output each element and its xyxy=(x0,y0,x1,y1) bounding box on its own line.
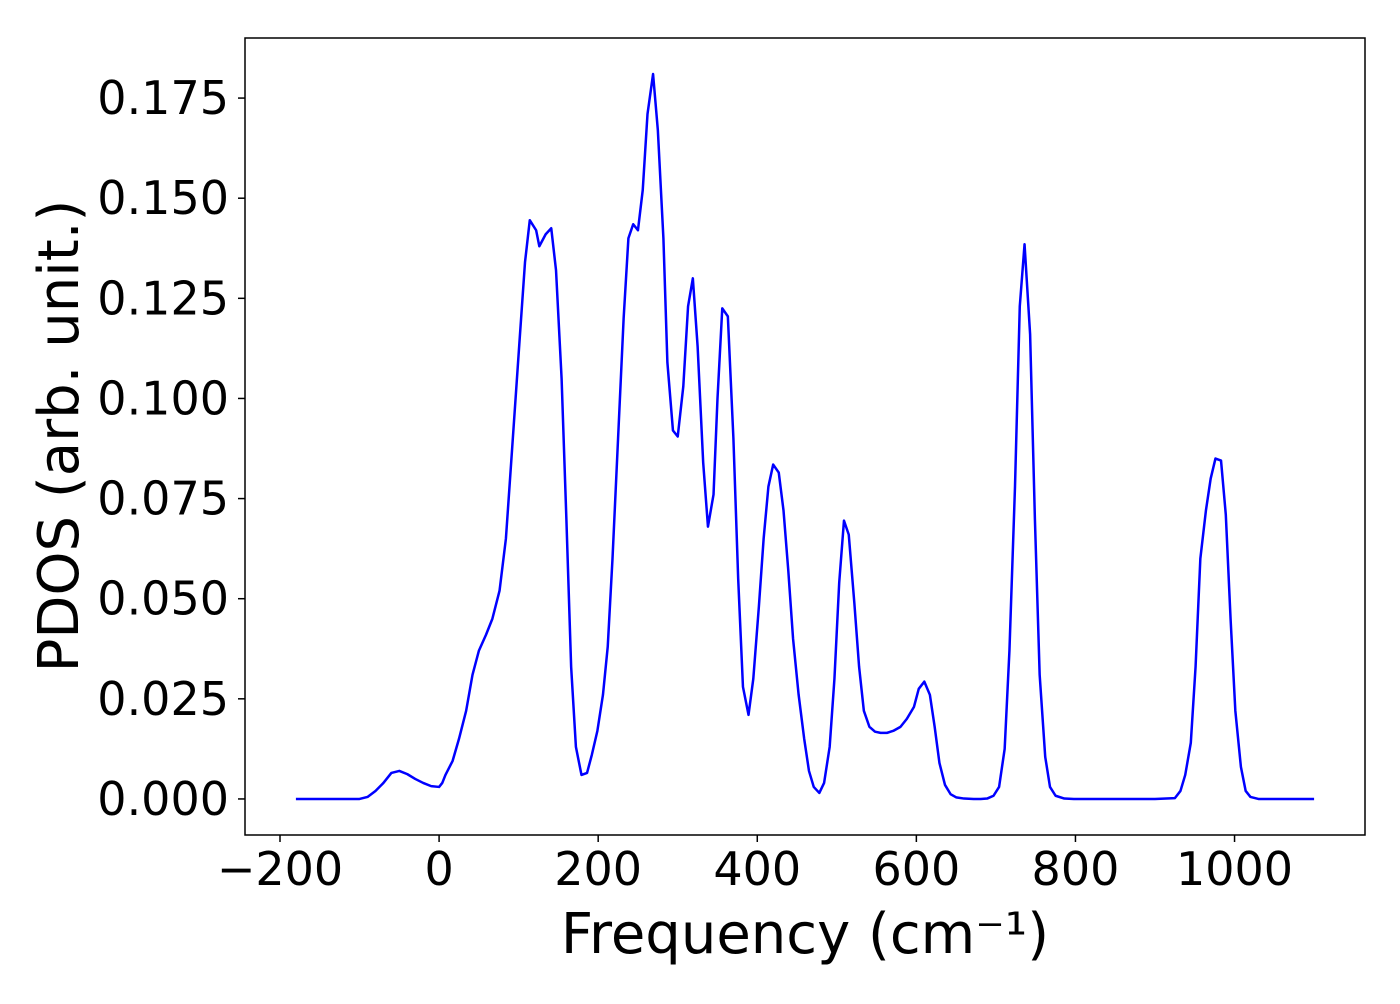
y-tick-label: 0.100 xyxy=(97,371,229,425)
y-tick-label: 0.025 xyxy=(97,672,229,726)
y-tick-label: 0.150 xyxy=(97,171,229,225)
x-tick-label: 200 xyxy=(554,842,642,896)
line xyxy=(295,72,1315,801)
x-tick-label: 400 xyxy=(713,842,801,896)
y-axis-label: PDOS (arb. unit.) xyxy=(27,200,92,673)
x-tick-label: −200 xyxy=(217,842,343,896)
y-tick-label: 0.075 xyxy=(97,472,229,526)
y-tick-label: 0.050 xyxy=(97,572,229,626)
x-tick-label: 800 xyxy=(1032,842,1120,896)
x-tick-label: 1000 xyxy=(1176,842,1293,896)
y-tick-label: 0.125 xyxy=(97,271,229,325)
x-tick-label: 600 xyxy=(872,842,960,896)
plot-frame xyxy=(244,37,1366,836)
y-tick-label: 0.175 xyxy=(97,71,229,125)
x-tick-label: 0 xyxy=(424,842,453,896)
x-axis-label: Frequency (cm⁻¹) xyxy=(561,902,1049,967)
y-tick-label: 0.000 xyxy=(97,772,229,826)
